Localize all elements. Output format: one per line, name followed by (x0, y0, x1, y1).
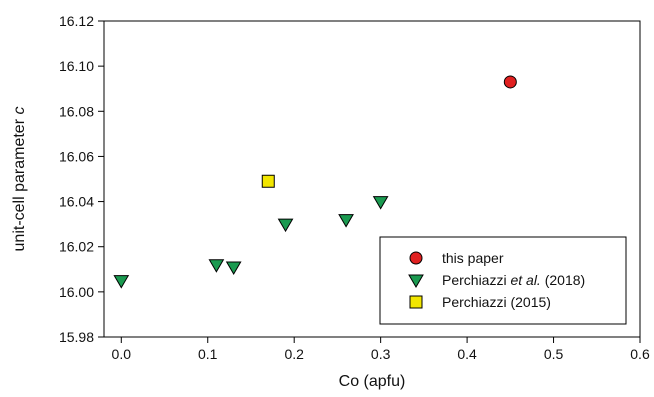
x-tick-label: 0.2 (284, 346, 304, 362)
y-tick-label: 16.08 (59, 103, 94, 119)
y-tick-label: 15.98 (59, 329, 94, 345)
x-tick-label: 0.5 (544, 346, 564, 362)
x-tick-label: 0.3 (371, 346, 391, 362)
x-tick-label: 0.0 (112, 346, 132, 362)
data-point (225, 261, 242, 276)
legend-entry-text: et al. (510, 272, 540, 288)
y-tick-label: 16.00 (59, 284, 94, 300)
legend-entry-label: this paper (442, 250, 504, 266)
legend-marker (409, 251, 423, 265)
legend-entry-label: Perchiazzi (2015) (442, 294, 551, 310)
y-tick-label: 16.02 (59, 239, 94, 255)
x-axis-label: Co (apfu) (339, 373, 406, 390)
x-tick-label: 0.6 (630, 346, 650, 362)
y-axis-label-text: unit-cell parameter (11, 115, 28, 252)
data-points (113, 75, 517, 289)
data-point (261, 174, 275, 188)
data-point (208, 259, 225, 273)
legend-entry-text: (2018) (541, 272, 585, 288)
data-point (113, 275, 130, 289)
x-tick-label: 0.1 (198, 346, 218, 362)
y-axis-label: unit-cell parameter c (11, 107, 28, 252)
x-tick-label: 0.4 (457, 346, 477, 362)
legend-marker (408, 274, 424, 288)
data-point (503, 75, 517, 89)
y-tick-label: 16.12 (59, 13, 94, 29)
data-point (338, 214, 354, 228)
axis-ticks: 0.0 0.1 0.2 0.3 0.4 0.5 0.6 15.98 16.00 16.02 16.0… (59, 13, 650, 362)
legend-entry-text: Perchiazzi (442, 272, 510, 288)
legend-entry-label: Perchiazzi et al. (2018) (442, 272, 585, 288)
y-axis-label-variable: c (11, 107, 28, 115)
legend-entry-text: Perchiazzi (2015) (442, 294, 551, 310)
data-point (277, 218, 294, 233)
plot-frame (103, 20, 641, 338)
data-point (372, 196, 389, 210)
legend-box (379, 236, 627, 325)
legend-marker (409, 295, 423, 309)
legend-entry-text: this paper (442, 250, 504, 266)
y-tick-label: 16.06 (59, 148, 94, 164)
y-tick-label: 16.04 (59, 194, 94, 210)
y-tick-label: 16.10 (59, 58, 94, 74)
